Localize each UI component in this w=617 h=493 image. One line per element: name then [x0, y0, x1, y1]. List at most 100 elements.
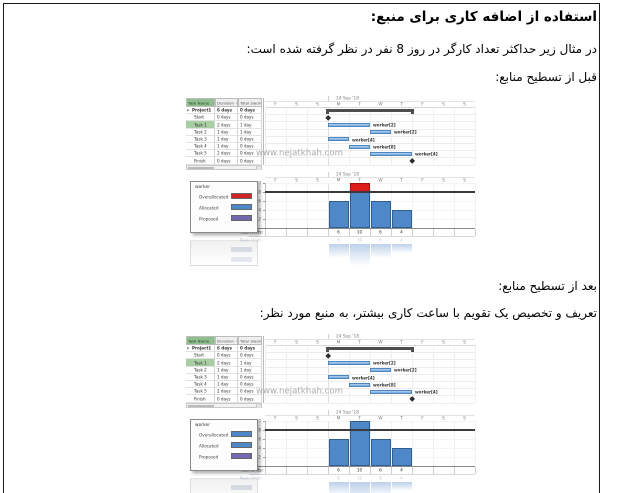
row-gridline: [265, 164, 475, 166]
task-bar: [328, 375, 349, 380]
task-bar: [328, 137, 349, 142]
timescale-day-label: S: [442, 339, 445, 345]
column-header-total-slack: Total Slack ▾: [238, 336, 262, 345]
allocated-bar: [349, 192, 370, 228]
column-header-total-slack: Total Slack ▾: [238, 98, 262, 107]
duration-value: 6 days: [217, 107, 232, 113]
y-tick-mark: [262, 201, 265, 202]
column-header-task-name: Task Name▾: [186, 98, 215, 107]
total-slack-cell: 0 days: [238, 373, 262, 381]
peak-row-bottom-border: [249, 235, 475, 237]
total-slack-value: 1 day: [240, 129, 252, 135]
filter-icon: ▾: [209, 100, 214, 107]
peak-cell-border: [475, 229, 476, 236]
summary-bar-hook-left: [326, 349, 329, 353]
row-gridline: [265, 135, 475, 137]
task-bar: [370, 130, 391, 135]
x-axis-line: [249, 466, 475, 467]
task-name-label: Task 4: [194, 143, 207, 149]
task-bar: [370, 151, 412, 156]
duration-value: 6 days: [217, 345, 232, 351]
duration-value: 1 day: [217, 136, 229, 142]
task-bar-label: worker[4]: [352, 375, 375, 381]
duration-value: 0 days: [217, 114, 231, 120]
timescale-day-label: F: [274, 415, 277, 421]
task-bar: [349, 382, 370, 387]
day-gridline: [412, 421, 413, 466]
max-units-line: [265, 191, 475, 193]
y-tick-mark: [262, 183, 265, 184]
peak-cell-border: [286, 229, 287, 236]
filter-icon: ▾: [232, 100, 237, 107]
y-axis-line: [265, 421, 266, 466]
total-slack-cell: 0 days: [238, 150, 262, 158]
total-slack-value: 0 days: [240, 107, 255, 113]
task-name-label: Task 2: [194, 367, 207, 373]
bar-reflection: [391, 244, 412, 253]
task-bar-label: worker[4]: [415, 151, 438, 157]
peak-units-value: 6: [379, 467, 382, 473]
timescale-day-label: F: [421, 415, 424, 421]
resource-graph-before: 24 Sep '18 F S S M T W T F S S 10 8 6 4 2 Peak Units: 6 10…: [186, 172, 494, 282]
legend-reflection: [190, 240, 258, 266]
timescale-day-label: T: [358, 415, 361, 421]
task-name-label: Task 2: [194, 129, 207, 135]
row-gridline: [265, 381, 475, 382]
x-axis-line: [249, 228, 475, 229]
row-gridline: [265, 150, 475, 152]
allocated-bar: [328, 439, 349, 466]
duration-value: 2 days: [217, 150, 231, 156]
y-tick-mark: [262, 210, 265, 211]
row-gridline: [265, 373, 475, 375]
milestone-diamond: [324, 352, 332, 360]
duration-cell: 6 days: [215, 107, 238, 115]
timescale-day-label: M: [336, 415, 341, 421]
horizontal-scrollbar: [186, 403, 262, 409]
y-tick-mark: [262, 219, 265, 220]
task-name-label: Task 3: [194, 136, 207, 142]
column-header-label: Task Name: [188, 338, 210, 344]
peak-cell-border: [307, 467, 308, 474]
timescale-day-label: S: [295, 339, 298, 345]
peak-cell-border: [286, 467, 287, 474]
bar-reflection: [370, 244, 391, 258]
peak-cell-border: [328, 467, 329, 474]
task-name-label: Start: [194, 114, 205, 120]
task-name-cell: Start: [186, 352, 215, 360]
duration-cell: 1 day: [215, 366, 238, 374]
duration-value: 1 day: [217, 381, 229, 387]
task-name-label: Project1: [192, 345, 212, 351]
task-name-label: Task 1: [194, 360, 207, 366]
y-gridline: [265, 439, 475, 440]
day-gridline: [475, 107, 476, 165]
task-name-cell: Task 4: [186, 381, 215, 389]
task-name-label: Task 5: [194, 388, 207, 394]
milestone-diamond: [324, 114, 332, 122]
peak-cell-border: [475, 467, 476, 474]
day-gridline: [433, 421, 434, 466]
total-slack-cell: 0 days: [238, 107, 262, 115]
row-gridline: [265, 395, 475, 397]
timescale-day-label: F: [274, 339, 277, 345]
timescale-week-tick: [328, 334, 329, 339]
row-gridline: [265, 157, 475, 159]
day-gridline: [475, 421, 476, 466]
task-name-cell: Task 3: [186, 373, 215, 381]
duration-cell: 1 day: [215, 381, 238, 389]
row-gridline: [265, 128, 475, 130]
timescale-tier-separator: [265, 101, 475, 102]
task-name-cell: Finish: [186, 157, 215, 165]
total-slack-value: 0 days: [240, 114, 254, 120]
y-tick-label: 10: [255, 418, 261, 424]
watermark: www.nejatkhah.com: [256, 148, 344, 158]
scrollbar-right-arrow: [256, 404, 261, 408]
task-bar-label: worker[8]: [373, 382, 396, 388]
y-gridline: [265, 448, 475, 449]
y-tick-mark: [262, 430, 265, 431]
y-tick-label: 2: [258, 216, 261, 222]
timescale-tier-separator: [265, 177, 475, 178]
timescale-week-tick: [328, 172, 329, 177]
timescale-day-label: S: [316, 177, 319, 183]
task-bar: [328, 361, 370, 365]
day-gridline: [412, 183, 413, 228]
